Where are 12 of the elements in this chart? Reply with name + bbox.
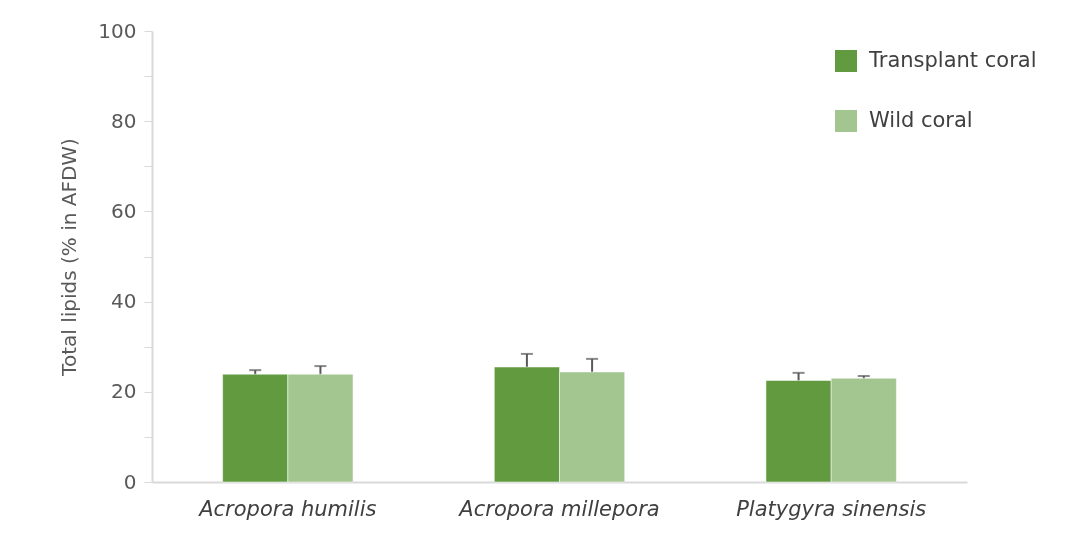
y-tick-label: 40 [111, 289, 137, 314]
x-tick-label: Acropora humilis [197, 496, 377, 521]
y-axis-title: Total lipids (% in AFDW) [57, 138, 82, 377]
y-tick-label: 0 [123, 469, 137, 494]
x-tick-label: Platygyra sinensis [736, 496, 927, 521]
x-tick-label: Acropora millepora [457, 496, 660, 521]
y-tick-label: 20 [111, 379, 137, 404]
y-tick-label: 60 [111, 198, 137, 223]
legend-label: Transplant coral [868, 48, 1037, 72]
y-tick-label: 100 [98, 18, 137, 43]
legend-label: Wild coral [869, 108, 973, 132]
y-tick-label: 80 [111, 108, 137, 133]
